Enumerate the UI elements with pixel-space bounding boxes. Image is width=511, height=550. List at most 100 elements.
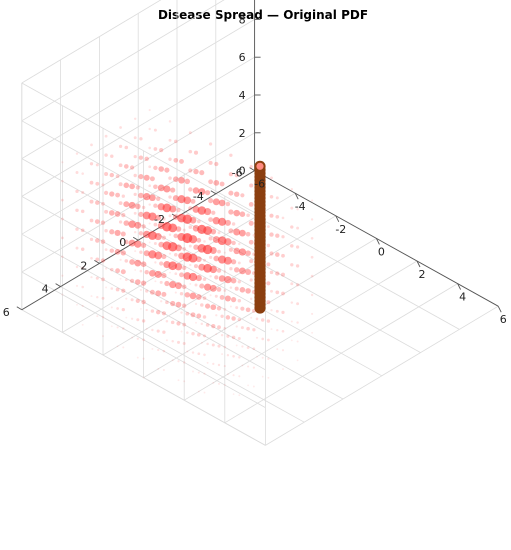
pdf-point bbox=[168, 214, 172, 218]
pdf-point bbox=[94, 219, 100, 224]
pdf-point bbox=[213, 180, 220, 186]
pdf-point bbox=[110, 267, 114, 272]
pdf-point bbox=[174, 253, 178, 257]
pdf-point bbox=[248, 239, 254, 245]
pdf-point bbox=[161, 291, 167, 297]
pdf-point bbox=[269, 251, 274, 256]
x-tick-label: -6 bbox=[254, 178, 265, 191]
pdf-point bbox=[249, 183, 254, 188]
pdf-point bbox=[189, 292, 197, 300]
pdf-point bbox=[133, 117, 137, 121]
pdf-point bbox=[148, 241, 151, 244]
pdf-point bbox=[261, 375, 264, 378]
pdf-point bbox=[160, 300, 163, 303]
pdf-point bbox=[135, 298, 140, 303]
pdf-point bbox=[247, 384, 249, 387]
pdf-point bbox=[80, 247, 85, 251]
pdf-point bbox=[133, 136, 137, 140]
pdf-point bbox=[118, 163, 123, 168]
pdf-point bbox=[101, 183, 105, 187]
pdf-point bbox=[226, 373, 229, 376]
z-tick-label: 2 bbox=[239, 127, 246, 140]
pdf-point bbox=[131, 336, 134, 339]
pdf-point bbox=[217, 363, 221, 367]
pdf-point bbox=[206, 361, 209, 364]
pdf-point bbox=[182, 303, 187, 308]
pdf-point bbox=[149, 194, 156, 202]
pdf-point bbox=[159, 261, 164, 266]
x-tick-mark bbox=[375, 238, 380, 245]
pdf-point bbox=[208, 198, 214, 204]
pdf-point bbox=[214, 275, 219, 280]
pdf-point bbox=[162, 349, 166, 353]
pdf-point bbox=[81, 304, 84, 307]
pdf-point bbox=[116, 307, 119, 310]
pdf-point bbox=[139, 137, 143, 141]
pdf-point bbox=[290, 244, 294, 248]
pdf-point bbox=[179, 158, 184, 164]
pdf-point bbox=[197, 371, 200, 374]
wall-grid-line bbox=[21, 271, 266, 408]
y-tick-label: -4 bbox=[193, 190, 204, 203]
pdf-point bbox=[174, 139, 178, 144]
pdf-point bbox=[204, 208, 212, 216]
pdf-point bbox=[239, 267, 246, 275]
pdf-point bbox=[89, 162, 94, 166]
pdf-point bbox=[240, 326, 244, 330]
pdf-point bbox=[241, 364, 244, 367]
pdf-point bbox=[211, 323, 216, 329]
pdf-point bbox=[212, 381, 215, 384]
pdf-point bbox=[75, 227, 79, 231]
pdf-point bbox=[81, 285, 84, 289]
pdf-point bbox=[219, 294, 225, 300]
pdf-point bbox=[188, 149, 193, 154]
y-tick-mark bbox=[55, 283, 61, 287]
pdf-point bbox=[216, 268, 222, 273]
pdf-point bbox=[275, 233, 280, 238]
pdf-point bbox=[235, 325, 238, 328]
x-tick-label: -4 bbox=[295, 200, 306, 213]
pdf-point bbox=[290, 282, 294, 286]
pdf-point bbox=[281, 291, 285, 296]
column-top-marker bbox=[256, 162, 264, 170]
pdf-point bbox=[194, 302, 198, 306]
pdf-point bbox=[196, 237, 202, 243]
floor-grid-line bbox=[176, 216, 421, 353]
column-layer bbox=[254, 160, 266, 314]
z-tick-label: 8 bbox=[239, 13, 246, 26]
pdf-point bbox=[95, 238, 100, 243]
pdf-point bbox=[224, 238, 232, 246]
pdf-point bbox=[95, 257, 100, 262]
pdf-point bbox=[195, 321, 197, 324]
pdf-point bbox=[210, 304, 217, 311]
pdf-point bbox=[223, 289, 227, 292]
pdf-point bbox=[101, 277, 105, 282]
pdf-point bbox=[110, 306, 113, 309]
pdf-point bbox=[224, 295, 231, 302]
pdf-point bbox=[182, 247, 187, 251]
pdf-point bbox=[96, 296, 99, 299]
x-tick-label: 6 bbox=[500, 313, 507, 326]
pdf-point bbox=[183, 380, 186, 383]
pdf-point bbox=[149, 289, 155, 295]
pdf-point bbox=[245, 307, 251, 313]
pdf-point bbox=[188, 244, 192, 248]
pdf-point bbox=[232, 355, 235, 358]
pdf-point bbox=[160, 319, 163, 322]
pdf-point bbox=[95, 163, 99, 167]
pdf-point bbox=[237, 280, 241, 284]
pdf-point bbox=[114, 229, 121, 236]
pdf-point bbox=[213, 255, 220, 262]
pdf-point bbox=[252, 347, 256, 351]
pdf-point bbox=[228, 172, 234, 177]
pdf-point bbox=[142, 357, 145, 360]
pdf-point bbox=[248, 202, 254, 207]
pdf-point bbox=[190, 312, 196, 318]
pdf-point bbox=[135, 203, 141, 210]
pdf-point bbox=[176, 321, 181, 326]
pdf-point bbox=[118, 220, 123, 224]
pdf-point bbox=[209, 265, 217, 274]
pdf-point bbox=[218, 275, 226, 282]
pdf-point bbox=[238, 248, 247, 256]
pdf-point bbox=[282, 368, 284, 371]
